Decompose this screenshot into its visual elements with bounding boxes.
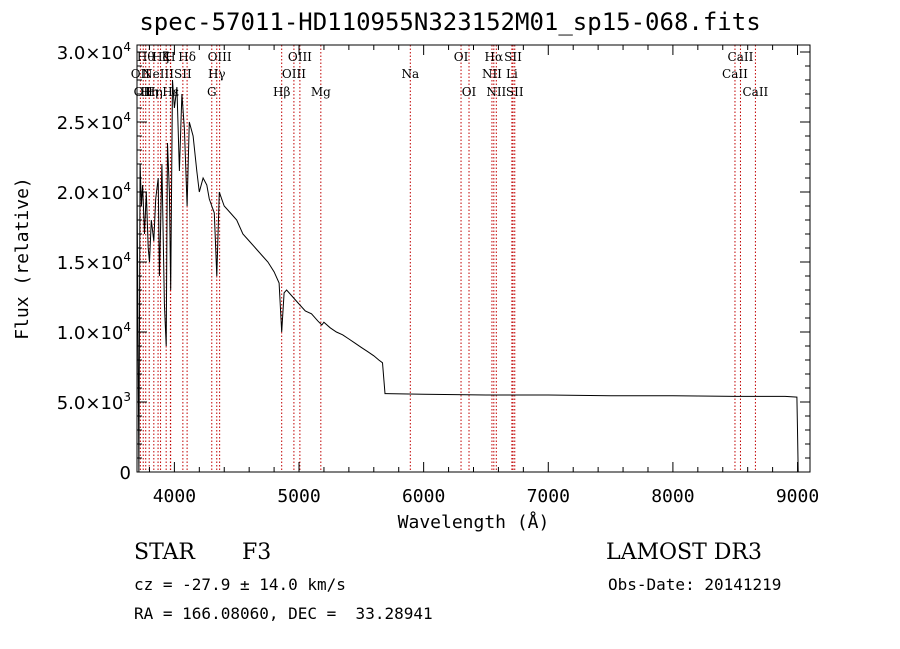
spectral-line-label: Hη (145, 85, 163, 99)
spectral-line-label: OIII (288, 50, 312, 64)
spectral-line-label: OIII (208, 50, 232, 64)
spectral-line-label: SII (504, 50, 522, 64)
y-tick-label: 3.0×104 (57, 40, 131, 64)
object-subclass: F3 (242, 540, 272, 565)
x-tick-label: 9000 (776, 486, 819, 507)
spectral-line-label: OII (134, 85, 154, 99)
y-tick-label: 2.5×104 (57, 110, 131, 134)
spectral-line-label: OIII (282, 67, 306, 81)
spectral-line-label: OI (454, 50, 469, 64)
observation-date: Obs-Date: 20141219 (608, 575, 782, 594)
spectrum-line (136, 79, 799, 473)
y-tick-label: 1.5×104 (57, 250, 131, 274)
spectral-line-label: Li (506, 67, 518, 81)
x-axis-label: Wavelength (Å) (398, 511, 550, 533)
y-axis-label: Flux (relative) (12, 177, 33, 340)
x-tick-label: 8000 (651, 486, 694, 507)
spectral-line-label: CaII (722, 67, 748, 81)
spectral-line-label: NII (482, 67, 502, 81)
x-tick-label: 6000 (402, 486, 445, 507)
redshift-cz: cz = -27.9 ± 14.0 km/s (134, 575, 346, 594)
x-tick-label: 7000 (527, 486, 570, 507)
x-axis: 4000 5000 6000 7000 8000 9000 (148, 45, 819, 507)
y-tick-label: 1.0×104 (57, 320, 131, 344)
object-class: STAR (134, 540, 195, 565)
spectral-line-label: Mg (311, 85, 331, 99)
spectral-line-label: Hε (162, 85, 179, 99)
spectral-line-label: NII (486, 85, 506, 99)
y-axis: 0 5.0×103 1.0×104 1.5×104 2.0×104 2.5×104 3.0×… (57, 40, 810, 484)
spectral-line-label: NeIII (142, 67, 174, 81)
x-tick-label: 5000 (277, 486, 320, 507)
spectral-line-label: K (162, 50, 172, 64)
y-tick-label: 0 (120, 463, 131, 484)
spectral-line-label: H (165, 50, 175, 64)
y-tick-label: 5.0×103 (57, 390, 131, 414)
spectral-line-label: OI (462, 85, 477, 99)
spectral-line-markers (139, 45, 756, 472)
chart-title: spec-57011-HD110955N323152M01_sp15-068.f… (139, 8, 761, 36)
ra-dec-coordinates: RA = 166.08060, DEC = 33.28941 (134, 604, 433, 623)
spectral-line-label: Hβ (273, 85, 290, 99)
spectral-line-label: OII (131, 67, 151, 81)
spectral-line-label: Hα (485, 50, 504, 64)
survey-name: LAMOST DR3 (606, 540, 762, 565)
spectral-line-label: Hδ (178, 50, 196, 64)
spectral-line-label: CaII (728, 50, 754, 64)
spectral-line-label: Hγ (208, 67, 226, 81)
spectral-line-label: Na (401, 67, 419, 81)
spectral-line-label: CaII (742, 85, 768, 99)
spectral-line-label: G (207, 85, 217, 99)
y-tick-label: 2.0×104 (57, 180, 131, 204)
spectral-line-label: SII (506, 85, 524, 99)
spectral-line-label: Hη (140, 85, 158, 99)
spectral-line-label: SII (174, 67, 192, 81)
spectral-line-label: Hζ (152, 50, 169, 64)
spectral-line-label: Hθ (137, 50, 155, 64)
plot-frame (136, 44, 811, 473)
x-tick-label: 4000 (153, 486, 196, 507)
